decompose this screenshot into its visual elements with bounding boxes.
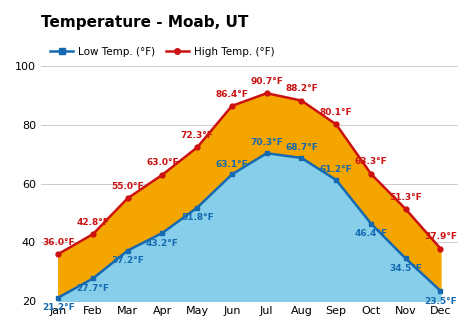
Text: 63.1°F: 63.1°F (216, 160, 248, 168)
Text: 72.3°F: 72.3°F (181, 131, 214, 140)
Text: 88.2°F: 88.2°F (285, 84, 318, 93)
Legend: Low Temp. (°F), High Temp. (°F): Low Temp. (°F), High Temp. (°F) (46, 43, 279, 61)
Text: 51.8°F: 51.8°F (181, 213, 214, 222)
Text: 34.5°F: 34.5°F (389, 264, 422, 273)
Text: 80.1°F: 80.1°F (320, 108, 353, 117)
Text: 63.0°F: 63.0°F (146, 158, 179, 167)
Text: 70.3°F: 70.3°F (250, 138, 283, 147)
Text: 37.2°F: 37.2°F (111, 256, 144, 265)
Text: 43.2°F: 43.2°F (146, 239, 179, 248)
Text: 51.3°F: 51.3°F (389, 193, 422, 202)
Text: 36.0°F: 36.0°F (42, 238, 74, 247)
Text: 63.3°F: 63.3°F (355, 158, 387, 166)
Text: Temperature - Moab, UT: Temperature - Moab, UT (41, 15, 248, 30)
Text: 21.2°F: 21.2°F (42, 304, 74, 312)
Text: 37.9°F: 37.9°F (424, 232, 457, 241)
Text: 90.7°F: 90.7°F (250, 77, 283, 86)
Text: 86.4°F: 86.4°F (216, 89, 248, 99)
Text: 46.4°F: 46.4°F (355, 229, 387, 238)
Text: 23.5°F: 23.5°F (424, 297, 457, 306)
Text: 61.2°F: 61.2°F (320, 165, 353, 174)
Text: 27.7°F: 27.7°F (76, 284, 109, 293)
Text: 55.0°F: 55.0°F (111, 182, 144, 191)
Text: 68.7°F: 68.7°F (285, 143, 318, 152)
Text: 42.8°F: 42.8°F (76, 218, 109, 227)
